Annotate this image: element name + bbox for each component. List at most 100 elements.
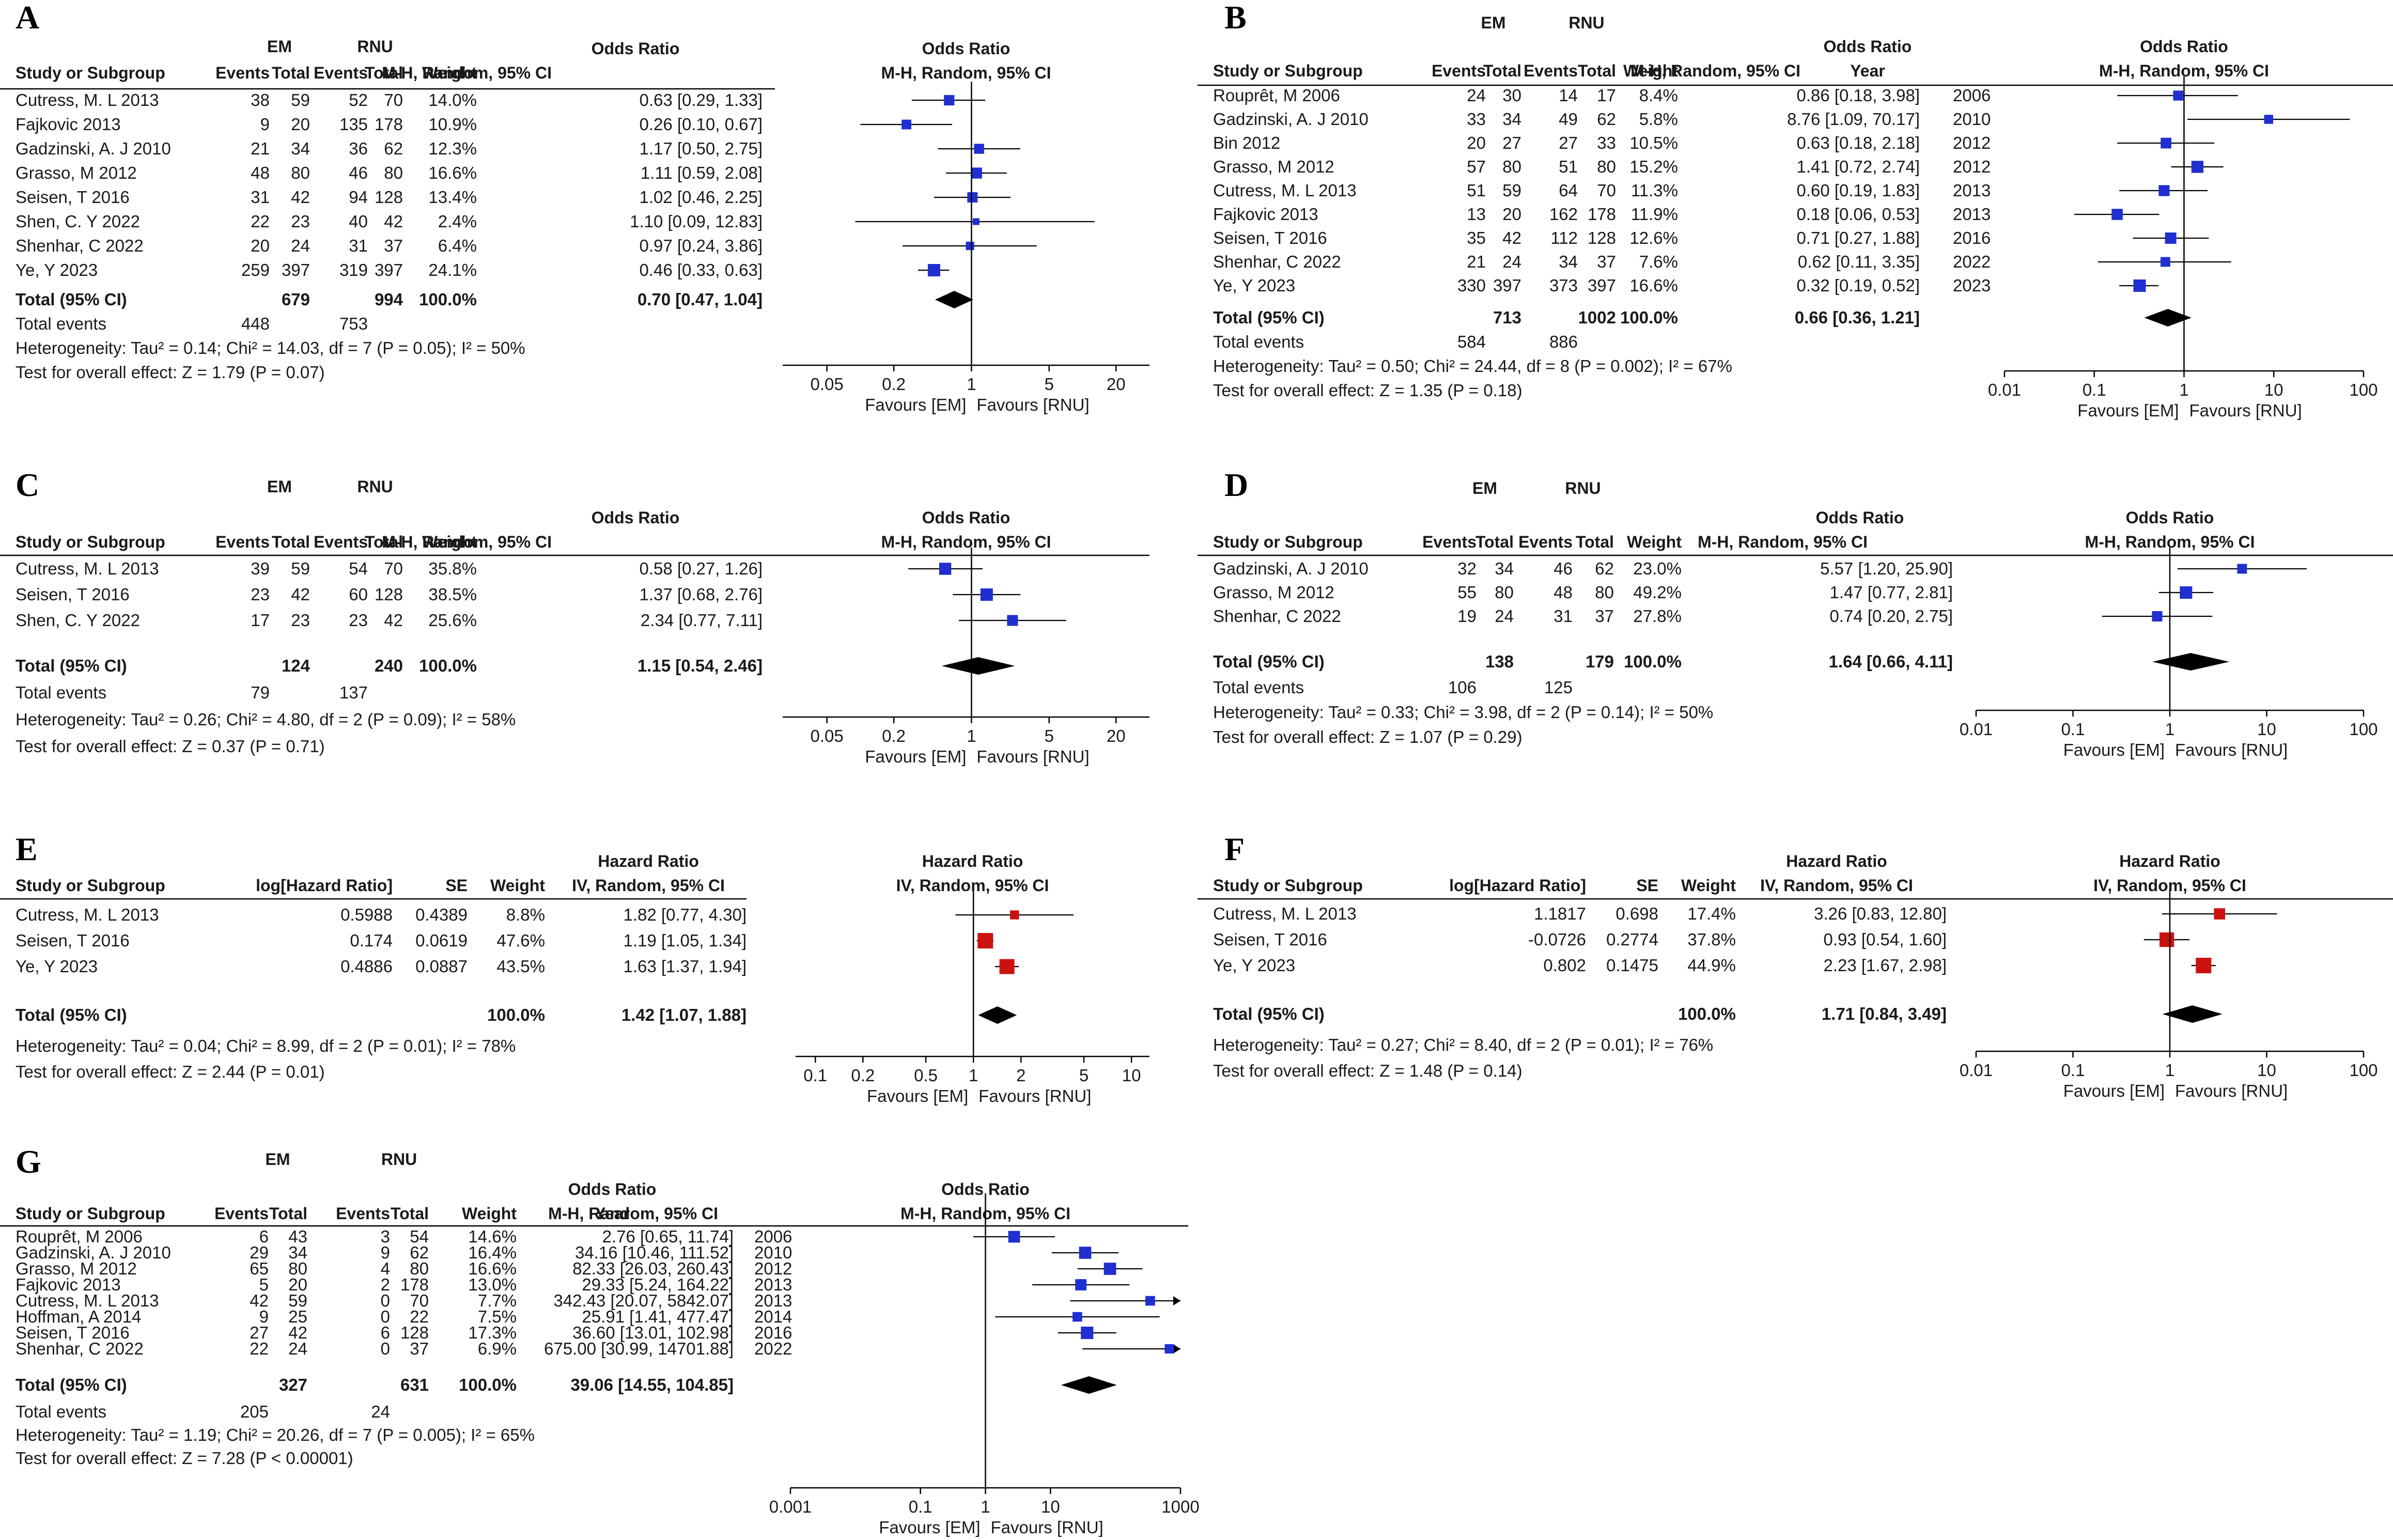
panel-d: D EM RNU Odds Ratio Odds Ratio Study or Subgr…: [1198, 466, 2393, 759]
total-cell: 100.0%: [419, 656, 477, 675]
overall-effect-text: Test for overall effect: Z = 1.07 (P = 0…: [1213, 727, 1522, 746]
study-name: Ye, Y 2023: [1213, 956, 1295, 975]
effect-title: Odds Ratio: [1824, 37, 1912, 56]
study-name: Seisen, T 2016: [15, 931, 130, 950]
study-year: 2013: [754, 1291, 792, 1310]
study-year: 2016: [1953, 228, 1991, 247]
study-year: 2006: [1953, 86, 1991, 105]
study-name: Cutress, M. L 2013: [15, 90, 159, 110]
total-events-rnu: 886: [1549, 332, 1578, 351]
study-cell: 80: [1495, 583, 1514, 602]
column-header: Total: [391, 1204, 429, 1223]
effect-box: [967, 192, 978, 203]
study-cell: 80: [1597, 157, 1616, 176]
group-label-rnu: RNU: [357, 37, 393, 56]
study-cell: 38: [251, 90, 270, 110]
study-year: 2022: [754, 1339, 792, 1358]
study-cell: 397: [1588, 276, 1616, 295]
tick-label: 0.2: [851, 1066, 875, 1085]
study-cell: 42: [384, 611, 403, 630]
study-cell: 128: [400, 1323, 429, 1342]
study-cell: 319: [339, 260, 368, 279]
favours-right: Favours [RNU]: [2189, 401, 2302, 420]
heterogeneity-text: Heterogeneity: Tau² = 0.14; Chi² = 14.03…: [15, 338, 525, 357]
total-events-em: 106: [1448, 678, 1477, 697]
total-cell: 100.0%: [1624, 652, 1682, 671]
study-cell: 0.0887: [415, 957, 468, 976]
study-cell: 59: [291, 559, 310, 578]
favours-left: Favours [EM]: [2077, 401, 2179, 420]
study-cell: 30: [1502, 86, 1521, 105]
study-cell: 54: [349, 559, 368, 578]
column-header: M-H, Random, 95% CI: [1698, 533, 1868, 551]
study-ci: 36.60 [13.01, 102.98]: [572, 1323, 734, 1342]
study-cell: 51: [1559, 157, 1578, 176]
total-events-rnu: 125: [1544, 678, 1573, 697]
column-header: Total: [272, 533, 310, 551]
plot-effect-title: Odds Ratio: [2126, 508, 2214, 527]
column-header-ci: Year: [1850, 61, 1885, 80]
study-ci: 0.86 [0.18, 3.98]: [1796, 86, 1920, 105]
effect-box: [2158, 185, 2170, 196]
study-cell: -0.0726: [1528, 930, 1586, 949]
tick-label: 0.01: [1960, 720, 1993, 739]
effect-title: Odds Ratio: [568, 1180, 657, 1199]
effect-box: [2111, 209, 2123, 220]
study-cell: 5.8%: [1639, 110, 1678, 129]
effect-box: [2173, 90, 2183, 101]
column-header-study: Study or Subgroup: [1213, 876, 1363, 895]
study-year: 2012: [1953, 157, 1991, 176]
study-cell: 397: [282, 260, 310, 279]
study-ci: 5.57 [1.20, 25.90]: [1820, 559, 1953, 578]
tick-label: 0.1: [2083, 380, 2106, 399]
study-cell: 80: [410, 1259, 429, 1278]
tick-label: 2: [1016, 1066, 1025, 1085]
total-cell: 240: [375, 656, 403, 675]
study-cell: 43: [288, 1227, 307, 1246]
study-name: Cutress, M. L 2013: [15, 905, 159, 924]
panel-letter: F: [1224, 831, 1245, 867]
heterogeneity-text: Heterogeneity: Tau² = 0.33; Chi² = 3.98,…: [1213, 703, 1713, 722]
study-year: 2006: [754, 1227, 792, 1246]
tick-label: 1: [2179, 380, 2188, 399]
study-year: 2016: [754, 1323, 792, 1342]
group-label-em: EM: [266, 1150, 290, 1169]
effect-box: [2191, 161, 2204, 173]
study-cell: 42: [250, 1291, 269, 1310]
study-cell: 13: [1467, 205, 1486, 224]
study-cell: 34: [1559, 252, 1578, 271]
study-cell: 0.698: [1615, 904, 1658, 923]
study-name: Seisen, T 2016: [15, 188, 130, 207]
study-cell: 94: [349, 188, 368, 207]
study-cell: 42: [384, 212, 403, 231]
panel-c: C EM RNU Odds Ratio Odds Ratio Study or Subgr…: [0, 466, 1149, 766]
study-cell: 0.802: [1543, 956, 1586, 975]
panel-letter: B: [1224, 0, 1247, 36]
study-cell: 7.5%: [478, 1307, 517, 1326]
plot-method: IV, Random, 95% CI: [896, 876, 1049, 895]
study-ci: 0.62 [0.11, 3.35]: [1798, 252, 1920, 271]
pooled-diamond: [978, 1006, 1017, 1024]
tick-label: 10: [2264, 380, 2283, 399]
effect-title: Odds Ratio: [592, 508, 680, 527]
study-name: Shenhar, C 2022: [15, 1339, 144, 1358]
tick-label: 20: [1107, 726, 1126, 745]
tick-label: 0.05: [810, 726, 843, 745]
study-cell: 80: [288, 1259, 307, 1278]
study-year: 2012: [754, 1259, 792, 1278]
overall-effect-text: Test for overall effect: Z = 1.35 (P = 0…: [1213, 381, 1522, 400]
study-cell: 178: [400, 1275, 429, 1294]
effect-box: [1081, 1327, 1094, 1339]
study-ci: 1.02 [0.46, 2.25]: [639, 188, 763, 207]
favours-left: Favours [EM]: [865, 395, 966, 414]
study-cell: 37.8%: [1687, 930, 1736, 949]
tick-label: 0.001: [769, 1497, 812, 1516]
total-events-em: 79: [251, 683, 270, 702]
group-label-em: EM: [1472, 479, 1497, 497]
study-cell: 8.8%: [506, 905, 545, 924]
study-cell: 6: [259, 1227, 269, 1246]
tick-label: 0.1: [2061, 720, 2085, 739]
column-header: Events: [1518, 533, 1573, 551]
column-header: Events: [1524, 61, 1578, 80]
